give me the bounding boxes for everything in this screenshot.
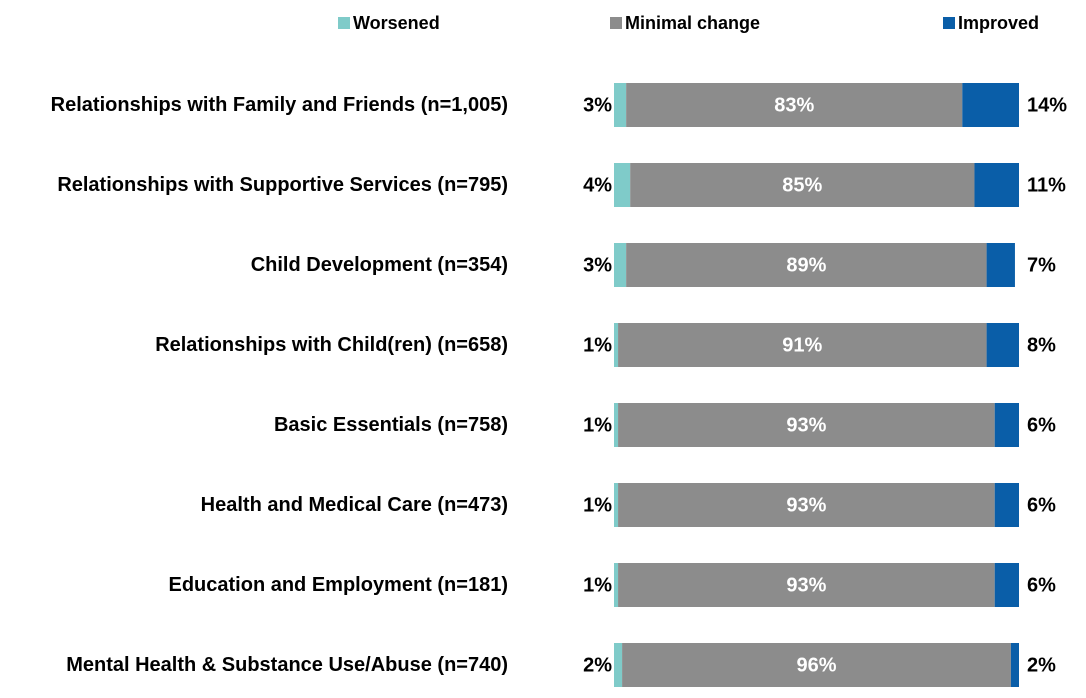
bar-segment — [962, 83, 1019, 127]
category-label: Child Development (n=354) — [250, 254, 508, 276]
bar-segment — [986, 323, 1019, 367]
bar-segment — [618, 563, 995, 607]
legend-label: Improved — [958, 13, 1039, 33]
legend-swatch — [610, 17, 622, 29]
value-label: 4% — [583, 174, 612, 196]
value-label: 3% — [583, 254, 612, 276]
value-label: 1% — [583, 494, 612, 516]
bar-segment — [614, 243, 627, 287]
value-label: 6% — [1027, 494, 1056, 516]
legend-label: Minimal change — [625, 13, 760, 33]
bar-segment — [626, 83, 963, 127]
value-label: 2% — [1027, 654, 1056, 676]
bar-segment — [974, 163, 1019, 207]
value-label: 11% — [1027, 174, 1066, 196]
value-label: 83% — [774, 94, 814, 116]
bar-segment — [622, 643, 1011, 687]
value-label: 3% — [583, 94, 612, 116]
value-label: 14% — [1027, 94, 1067, 116]
legend-swatch — [943, 17, 955, 29]
value-label: 1% — [583, 334, 612, 356]
bar-segment — [614, 83, 627, 127]
value-label: 8% — [1027, 334, 1056, 356]
category-label: Relationships with Child(ren) (n=658) — [155, 334, 508, 356]
category-label: Basic Essentials (n=758) — [273, 414, 508, 436]
bar-segment — [614, 483, 619, 527]
value-label: 2% — [583, 654, 612, 676]
value-label: 93% — [786, 414, 826, 436]
bar-segment — [994, 403, 1019, 447]
bar-segment — [618, 403, 995, 447]
value-label: 93% — [786, 494, 826, 516]
bar-segment — [618, 483, 995, 527]
bar-segment — [618, 323, 987, 367]
bar-segment — [986, 243, 1015, 287]
bar-segment — [614, 323, 619, 367]
value-label: 7% — [1027, 254, 1056, 276]
bar-segment — [1010, 643, 1019, 687]
bar-segment — [994, 483, 1019, 527]
category-label: Health and Medical Care (n=473) — [200, 494, 508, 516]
bar-segment — [630, 163, 975, 207]
bar-segment — [994, 563, 1019, 607]
legend-label: Worsened — [353, 13, 440, 33]
value-label: 1% — [583, 574, 612, 596]
category-label: Relationships with Supportive Services (… — [57, 174, 508, 196]
value-label: 91% — [782, 334, 822, 356]
value-label: 96% — [796, 654, 836, 676]
category-label: Relationships with Family and Friends (n… — [50, 94, 508, 116]
bar-segment — [614, 163, 631, 207]
legend-swatch — [338, 17, 350, 29]
value-label: 93% — [786, 574, 826, 596]
bar-segment — [614, 643, 623, 687]
category-label: Education and Employment (n=181) — [168, 574, 508, 596]
value-label: 85% — [782, 174, 822, 196]
category-label: Mental Health & Substance Use/Abuse (n=7… — [66, 654, 508, 676]
value-label: 6% — [1027, 574, 1056, 596]
bar-segment — [614, 563, 619, 607]
value-label: 6% — [1027, 414, 1056, 436]
bar-segment — [626, 243, 987, 287]
value-label: 1% — [583, 414, 612, 436]
value-label: 89% — [786, 254, 826, 276]
bar-segment — [614, 403, 619, 447]
